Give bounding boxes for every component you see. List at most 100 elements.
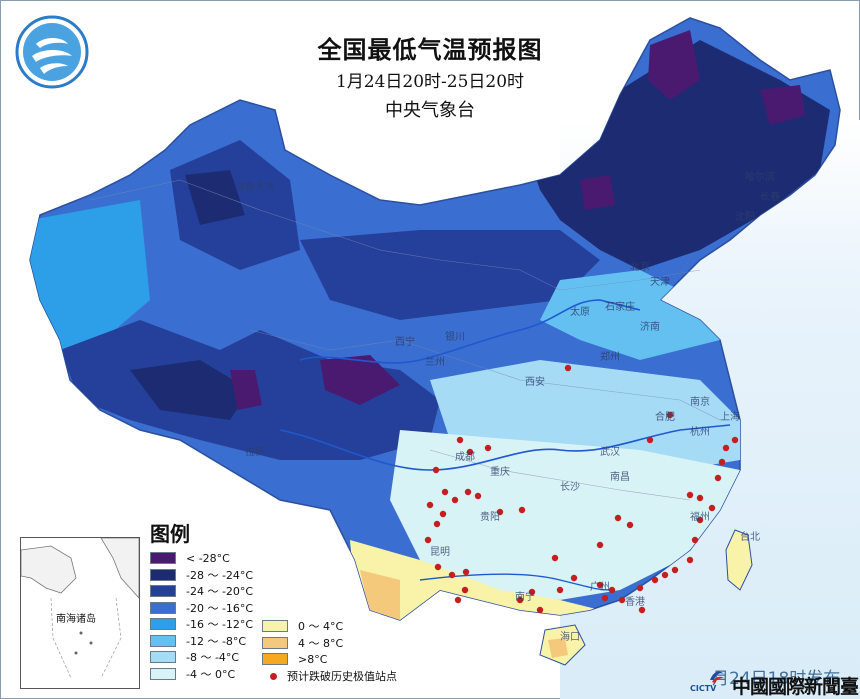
northeast-extreme-core-2 — [760, 85, 805, 125]
record-station-dot — [608, 586, 616, 594]
map-title: 全国最低气温预报图 — [317, 35, 543, 64]
record-station-dot — [651, 576, 659, 584]
city-label: 长春 — [760, 191, 780, 203]
legend-label: 4 ～ 8°C — [298, 636, 344, 650]
record-station-dot — [496, 508, 504, 516]
city-label: 西安 — [525, 375, 545, 388]
legend-swatch — [150, 601, 176, 614]
city-label: 昆明 — [430, 546, 450, 558]
taiwan-island — [725, 529, 753, 591]
record-station-dot — [708, 504, 716, 512]
city-label: 乌鲁木齐 — [235, 180, 275, 193]
legend-cold: < -28°C -28 ～ -24°C -24 ～ -20°C -20 ～ -1… — [150, 550, 253, 682]
cictv-abbr: CICTV — [690, 684, 717, 693]
title-block: 全国最低气温预报图 1月24日20时-25日20时 中央气象台 — [250, 30, 610, 122]
release-time: 月24日18时发布 — [712, 669, 841, 689]
record-station-dot — [696, 516, 704, 524]
plateau-extreme-core-2 — [230, 370, 262, 410]
city-label: 西宁 — [395, 335, 415, 348]
legend-label: >8°C — [298, 652, 328, 666]
legend-swatch — [150, 634, 176, 647]
record-station-dot — [528, 588, 536, 596]
legend-row: >8°C — [262, 651, 343, 668]
legend-swatch — [150, 585, 176, 598]
legend-swatch — [262, 620, 288, 633]
legend-row: -4 ～ 0°C — [150, 666, 253, 683]
plateau-extreme-core — [320, 355, 400, 405]
record-station-dot — [686, 556, 694, 564]
record-station-dot — [462, 568, 470, 576]
legend-label: -12 ～ -8°C — [186, 634, 247, 648]
city-label: 天津 — [650, 276, 670, 288]
inner-mongolia-extreme-core — [580, 175, 615, 210]
record-break-stations — [424, 364, 739, 614]
legend-label: -20 ～ -16°C — [186, 601, 254, 615]
agency-name: 中央气象台 — [385, 100, 475, 121]
legend-label: 0 ～ 4°C — [298, 620, 344, 634]
legend-swatch — [150, 618, 176, 631]
record-station-dot — [618, 596, 626, 604]
tianshan-cold-core — [185, 170, 245, 225]
city-label: 杭州 — [690, 425, 710, 438]
legend-swatch — [150, 568, 176, 581]
city-label: 成都 — [455, 451, 475, 463]
legend-row: -20 ～ -16°C — [150, 600, 253, 617]
record-station-dot — [638, 606, 646, 614]
northeast-cold-zone — [520, 40, 830, 270]
city-label: 济南 — [640, 320, 660, 333]
record-station-dot — [424, 536, 432, 544]
cictv-logo-icon — [710, 671, 724, 683]
record-station-dot — [696, 494, 704, 502]
legend-warm: 0 ～ 4°C 4 ～ 8°C >8°C — [262, 618, 343, 668]
record-station-dot — [570, 574, 578, 582]
legend-row: -12 ～ -8°C — [150, 633, 253, 650]
legend-row: 4 ～ 8°C — [262, 635, 343, 652]
record-station-dot — [614, 514, 622, 522]
legend-row: -24 ～ -20°C — [150, 583, 253, 600]
record-station-dot — [466, 448, 474, 456]
south-coast-warm-zone — [350, 540, 600, 620]
legend-title: 图例 — [150, 522, 190, 546]
legend-label: -8 ～ -4°C — [186, 651, 240, 665]
city-label: 沈阳 — [735, 210, 755, 223]
northwest-cold-zone — [300, 230, 600, 320]
record-station-dot — [434, 563, 442, 571]
xinjiang-west-zone — [30, 200, 150, 360]
hainan-warm-zone — [548, 638, 568, 658]
city-label: 兰州 — [425, 355, 445, 368]
record-station-dot — [432, 466, 440, 474]
cma-logo — [14, 14, 90, 90]
record-station-dot — [518, 506, 526, 514]
city-label: 哈尔滨 — [745, 170, 775, 183]
watermark: 中國國際新聞臺 — [732, 676, 859, 698]
legend-row: -8 ～ -4°C — [150, 649, 253, 666]
record-station-dot — [596, 541, 604, 549]
record-station-dot — [441, 488, 449, 496]
record-station-dot — [454, 596, 462, 604]
city-label: 南京 — [690, 395, 710, 408]
city-label: 合肥 — [655, 410, 675, 423]
legend-swatch — [150, 651, 176, 664]
city-label: 广州 — [590, 581, 610, 593]
record-station-dot — [433, 520, 441, 528]
legend-row: -16 ～ -12°C — [150, 616, 253, 633]
legend-label: < -28°C — [186, 551, 230, 565]
record-station-dot — [461, 586, 469, 594]
legend-dot-row: 预计跌破历史极值站点 — [262, 668, 397, 684]
record-station-dot — [516, 596, 524, 604]
record-station-dot — [456, 436, 464, 444]
city-label: 台北 — [740, 530, 760, 543]
record-station-dot — [646, 436, 654, 444]
city-label: 海口 — [560, 630, 580, 643]
city-label: 石家庄 — [605, 300, 635, 313]
legend-swatch — [262, 636, 288, 649]
record-station-dot — [671, 566, 679, 574]
record-station-dot — [564, 364, 572, 372]
record-station-dot — [426, 501, 434, 509]
record-station-dot — [731, 436, 739, 444]
city-label: 拉萨 — [245, 445, 265, 458]
legend-swatch — [150, 667, 176, 680]
city-label: 郑州 — [600, 350, 620, 363]
yangtze-river — [279, 424, 731, 471]
